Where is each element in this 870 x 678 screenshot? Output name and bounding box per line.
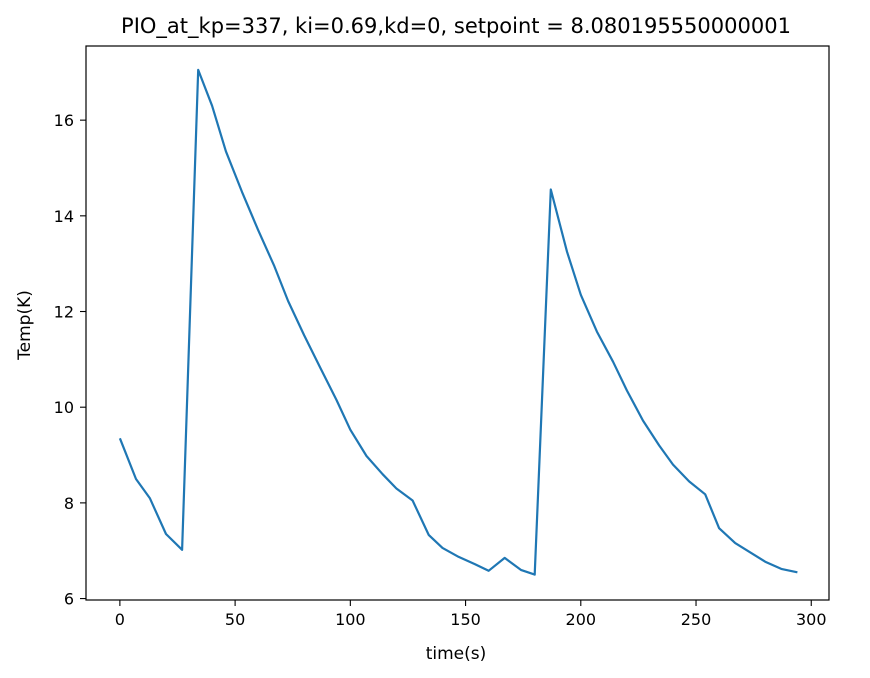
y-axis-label: Temp(K) bbox=[15, 290, 35, 361]
y-tick-label: 6 bbox=[64, 590, 74, 609]
plot-frame bbox=[85, 45, 830, 601]
chart-title: PIO_at_kp=337, ki=0.69,kd=0, setpoint = … bbox=[121, 14, 791, 39]
y-tick-label: 14 bbox=[54, 207, 74, 226]
plot-area: 0 50 100 150 200 250 300 6 8 10 12 14 16 bbox=[54, 45, 830, 629]
series-line-0 bbox=[118, 68, 798, 576]
x-tick-label: 0 bbox=[115, 610, 125, 629]
x-tick-label: 300 bbox=[796, 610, 827, 629]
x-axis: 0 50 100 150 200 250 300 bbox=[115, 600, 827, 629]
x-tick-label: 200 bbox=[566, 610, 597, 629]
y-tick-label: 10 bbox=[54, 398, 74, 417]
y-tick-label: 12 bbox=[54, 303, 74, 322]
y-tick-label: 16 bbox=[54, 111, 74, 130]
x-tick-label: 50 bbox=[225, 610, 245, 629]
y-tick-label: 8 bbox=[64, 494, 74, 513]
x-axis-label: time(s) bbox=[426, 644, 487, 664]
series-layer bbox=[118, 68, 798, 576]
x-tick-label: 100 bbox=[335, 610, 366, 629]
x-tick-label: 250 bbox=[681, 610, 712, 629]
y-axis: 6 8 10 12 14 16 bbox=[54, 111, 86, 609]
x-tick-label: 150 bbox=[450, 610, 481, 629]
